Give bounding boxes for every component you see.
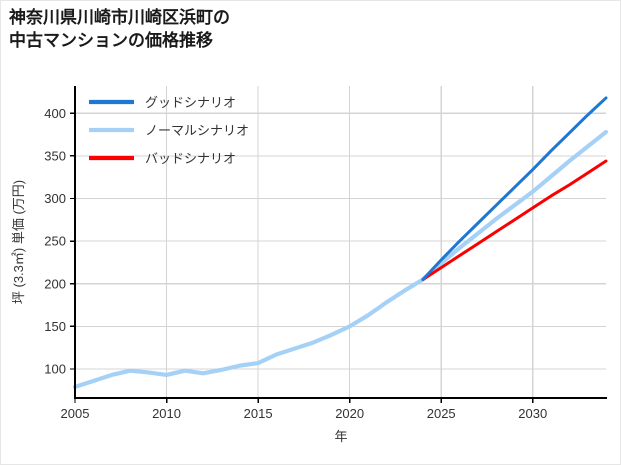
tick-labels: 100 150 200 250 300 350 400 2005 2010 2015 2020 202… bbox=[44, 106, 547, 421]
x-tick-label: 2020 bbox=[335, 406, 364, 421]
x-tick-label: 2010 bbox=[152, 406, 181, 421]
y-tick-label: 350 bbox=[44, 148, 66, 163]
legend-label: グッドシナリオ bbox=[145, 95, 236, 110]
y-tick-label: 150 bbox=[44, 319, 66, 334]
x-tick-label: 2030 bbox=[518, 406, 547, 421]
axis-spines bbox=[73, 86, 607, 400]
series-line-normal bbox=[72, 129, 609, 390]
x-tick-label: 2025 bbox=[427, 406, 456, 421]
y-tick-label: 300 bbox=[44, 191, 66, 206]
y-tick-label: 400 bbox=[44, 106, 66, 121]
axis-titles: 年 坪 (3.3㎡) 単価 (万円) bbox=[11, 180, 348, 444]
y-tick-label: 250 bbox=[44, 234, 66, 249]
tick-marks bbox=[70, 112, 534, 403]
data-series-group bbox=[72, 96, 609, 390]
x-axis-label: 年 bbox=[334, 429, 347, 444]
legend-label: バッドシナリオ bbox=[145, 151, 236, 166]
y-axis-label: 坪 (3.3㎡) 単価 (万円) bbox=[11, 180, 26, 304]
y-tick-label: 100 bbox=[44, 362, 66, 377]
x-tick-label: 2005 bbox=[61, 406, 90, 421]
y-tick-label: 200 bbox=[44, 276, 66, 291]
series-line-bad bbox=[421, 159, 608, 282]
page-title: 神奈川県川崎市川崎区浜町の 中古マンションの価格推移 bbox=[9, 8, 230, 50]
x-tick-label: 2015 bbox=[244, 406, 273, 421]
legend-label: ノーマルシナリオ bbox=[145, 123, 249, 138]
series-line-good bbox=[421, 96, 608, 282]
